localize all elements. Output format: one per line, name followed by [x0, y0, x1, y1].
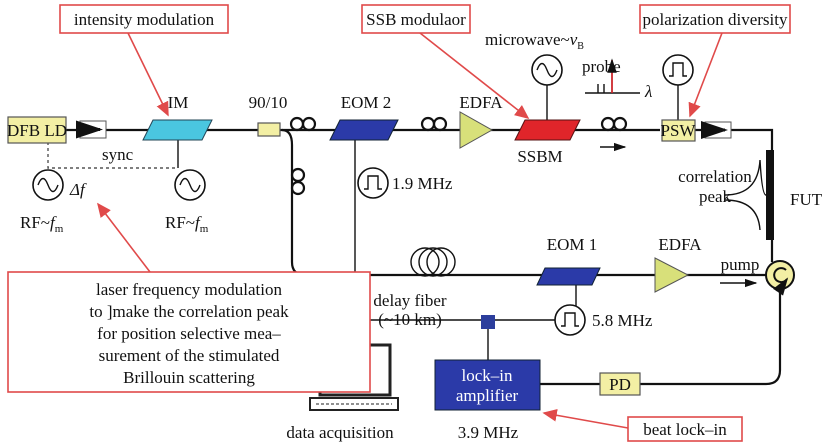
square-source [358, 168, 388, 198]
callout-text: for position selective mea– [97, 324, 281, 343]
delay-label: delay fiber [373, 291, 446, 310]
rf-label: RF~fm [165, 213, 209, 235]
setup-diagram: DFB LD IM 90/10 EOM 2 EDFA SSBM PSW FUT … [0, 0, 830, 445]
callout-text: Brillouin scattering [123, 368, 255, 387]
fut-label: FUT [790, 190, 823, 209]
callout-arrow [544, 413, 628, 428]
eom2-label: EOM 2 [341, 93, 392, 112]
callout-text: intensity modulation [74, 10, 215, 29]
callout-text: SSB modulaor [366, 10, 466, 29]
psw-label: PSW [661, 121, 697, 140]
delta-f-label: Δf [69, 180, 87, 199]
callout-arrow [690, 33, 722, 116]
circulator [766, 261, 794, 289]
im-modulator [143, 120, 212, 140]
dfb-label: DFB LD [7, 121, 67, 140]
lockin-label: amplifier [456, 386, 519, 405]
pump-label: pump [721, 255, 760, 274]
callout-text: laser frequency modulation [96, 280, 282, 299]
freq-label: 5.8 MHz [592, 311, 653, 330]
square-source [555, 305, 585, 335]
sine-source [33, 170, 63, 200]
correlation-label: correlation [678, 167, 752, 186]
rf-label: RF~fm [20, 213, 64, 235]
edfa1-label: EDFA [459, 93, 503, 112]
lockin-label: lock–in [462, 366, 513, 385]
sine-source [532, 55, 562, 85]
fut-fiber [766, 150, 774, 240]
callout-text: polarization diversity [643, 10, 788, 29]
pd-label: PD [609, 375, 631, 394]
ssbm [515, 120, 580, 140]
coupler [258, 123, 280, 136]
eom1 [537, 268, 600, 285]
correlation-label: peak [699, 187, 732, 206]
im-label: IM [168, 93, 189, 112]
callout-text: surement of the stimulated [99, 346, 280, 365]
sine-source [175, 170, 205, 200]
freq-label: 1.9 MHz [392, 174, 453, 193]
callout-text: to ]make the correlation peak [89, 302, 289, 321]
edfa2 [655, 258, 688, 292]
delay-fiber-coil [411, 248, 455, 276]
coupler-label: 90/10 [249, 93, 288, 112]
connector [481, 315, 495, 329]
microwave-label: microwave~vB [485, 30, 584, 52]
delay-label: (~10 km) [378, 310, 442, 329]
eom1-label: EOM 1 [547, 235, 598, 254]
edfa1 [460, 112, 492, 148]
ssbm-label: SSBM [517, 147, 562, 166]
square-source [663, 55, 693, 85]
lambda-label: λ [644, 82, 652, 101]
callout-arrow [98, 204, 150, 272]
freq-label: 3.9 MHz [458, 423, 519, 442]
callout-arrow [128, 33, 168, 115]
sync-label: sync [102, 145, 134, 164]
probe-label: probe [582, 57, 621, 76]
data-acquisition-label: data acquisition [286, 423, 394, 442]
callout-text: beat lock–in [643, 420, 727, 439]
eom2 [330, 120, 398, 140]
edfa2-label: EDFA [658, 235, 702, 254]
